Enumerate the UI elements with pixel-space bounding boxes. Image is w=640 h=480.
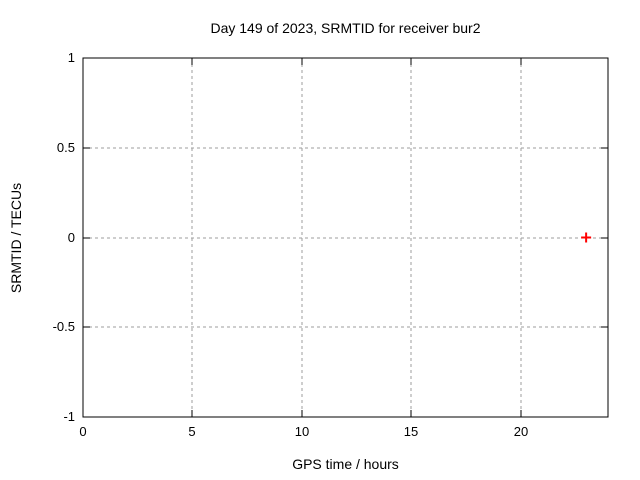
- x-tick-label: 10: [294, 424, 310, 439]
- y-tick-label: 0: [67, 230, 75, 245]
- x-tick-label: 15: [403, 424, 419, 439]
- y-tick-label: 0.5: [56, 140, 75, 155]
- x-tick-label: 5: [188, 424, 196, 439]
- y-tick-label: 1: [67, 50, 75, 65]
- x-axis-title: GPS time / hours: [292, 456, 399, 472]
- data-point-marker: [581, 232, 592, 243]
- y-tick-label: -0.5: [52, 319, 75, 334]
- x-tick-label: 0: [79, 424, 87, 439]
- y-axis-title: SRMTID / TECUs: [8, 182, 24, 294]
- plot-border: [82, 57, 609, 418]
- y-tick-label: -1: [63, 409, 75, 424]
- x-tick-label: 20: [513, 424, 529, 439]
- chart-title: Day 149 of 2023, SRMTID for receiver bur…: [210, 20, 481, 36]
